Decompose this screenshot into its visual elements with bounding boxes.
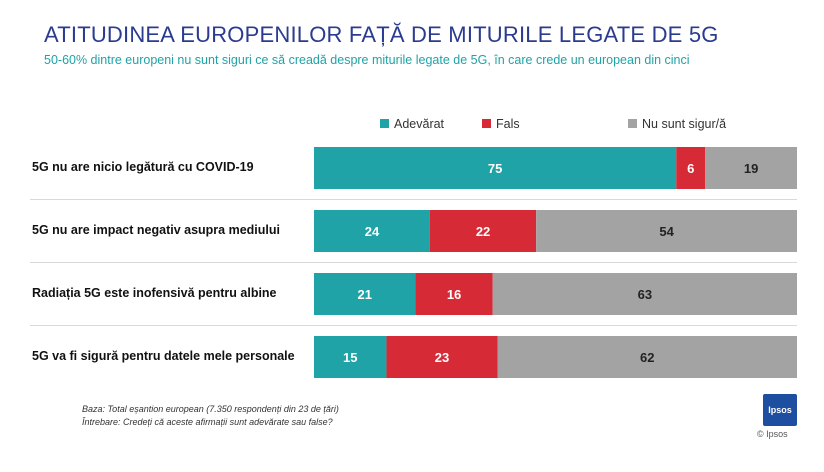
ipsos-logo: Ipsos: [763, 394, 797, 426]
bar-segment: [497, 336, 797, 378]
bar-segment: [314, 210, 430, 252]
bar-segment: [415, 273, 493, 315]
bar-segment: [705, 147, 797, 189]
data-label: 22: [476, 224, 490, 239]
footnote-base: Baza: Total eșantion european (7.350 res…: [82, 404, 339, 414]
data-label: 24: [365, 224, 380, 239]
category-label: 5G va fi sigură pentru datele mele perso…: [32, 349, 295, 363]
data-label: 16: [447, 287, 461, 302]
bar-segment: [386, 336, 498, 378]
data-label: 63: [638, 287, 652, 302]
bar-segment: [314, 147, 677, 189]
chart-title: ATITUDINEA EUROPENILOR FAȚĂ DE MITURILE …: [44, 22, 719, 47]
data-label: 23: [435, 350, 449, 365]
data-label: 62: [640, 350, 654, 365]
category-label: 5G nu are nicio legătură cu COVID-19: [32, 160, 254, 174]
bar-segment: [314, 336, 387, 378]
copyright-caption: © Ipsos: [757, 429, 788, 439]
bar-segment: [536, 210, 797, 252]
footnote-question: Întrebare: Credeți că aceste afirmații s…: [82, 417, 333, 427]
data-label: 19: [744, 161, 758, 176]
data-label: 6: [687, 161, 694, 176]
data-label: 21: [357, 287, 371, 302]
logo-text: Ipsos: [768, 405, 792, 415]
data-label: 75: [488, 161, 502, 176]
bar-segment: [492, 273, 797, 315]
chart-subtitle: 50-60% dintre europeni nu sunt siguri ce…: [44, 53, 690, 67]
data-label: 15: [343, 350, 357, 365]
category-label: 5G nu are impact negativ asupra mediului: [32, 223, 280, 237]
bar-segment: [314, 273, 416, 315]
bar-segment: [429, 210, 537, 252]
bar-segment: [676, 147, 706, 189]
category-label: Radiația 5G este inofensivă pentru albin…: [32, 286, 277, 300]
data-label: 54: [659, 224, 674, 239]
